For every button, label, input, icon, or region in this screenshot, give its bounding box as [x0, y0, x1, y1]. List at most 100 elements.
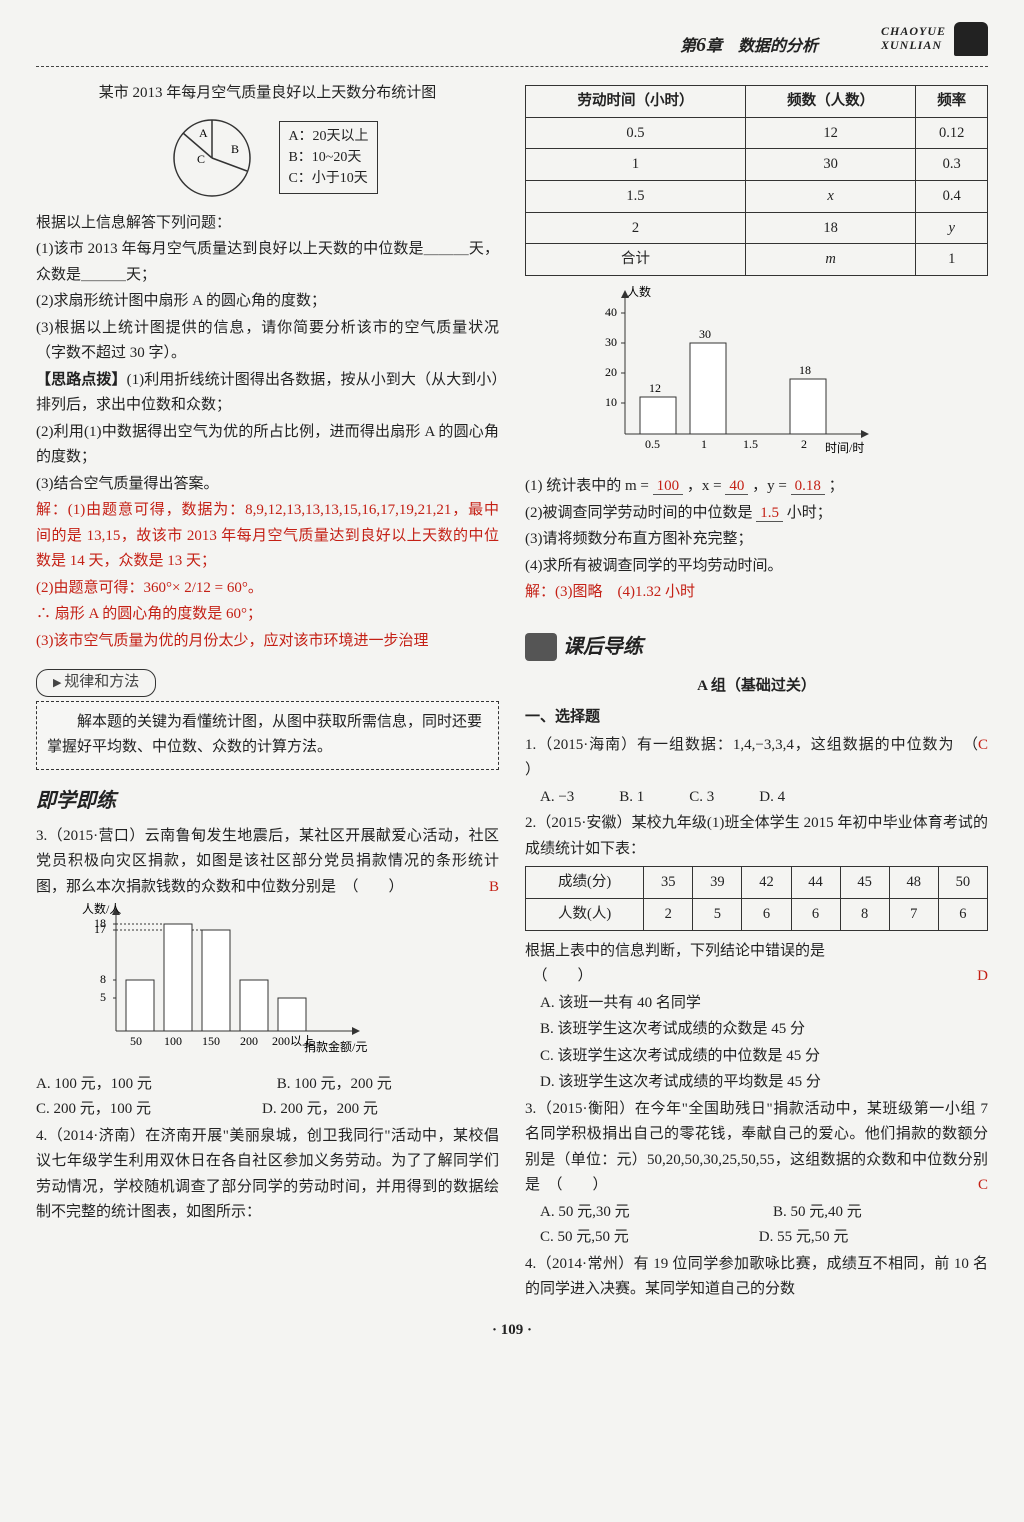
- r1-mid1: ，x =: [687, 478, 722, 494]
- kehoudaolian-title: 课后导练: [563, 630, 643, 664]
- r1-end: ；: [829, 478, 844, 494]
- q3-options: A. 100 元，100 元 B. 100 元，200 元 C. 200 元，1…: [36, 1072, 499, 1123]
- p3-opt-a: A. 50 元,30 元: [540, 1200, 755, 1226]
- r4: (4)求所有被调查同学的平均劳动时间。: [525, 554, 988, 580]
- page-number: · 109 ·: [36, 1318, 988, 1344]
- table-row: 1.5x0.4: [526, 180, 988, 212]
- svg-text:0.5: 0.5: [645, 437, 660, 451]
- svg-text:100: 100: [164, 1034, 182, 1048]
- legend-c: C：小于10天: [288, 168, 368, 189]
- sol1: 解：(1)由题意可得，数据为：8,9,12,13,13,13,15,16,17,…: [36, 498, 499, 575]
- q3-item: 3.（2015·营口）云南鲁甸发生地震后，某社区开展献爱心活动，社区党员积极向灾…: [36, 824, 499, 901]
- q3-answer: B: [489, 875, 499, 901]
- svg-text:18: 18: [799, 363, 811, 377]
- r1-m: 100: [653, 478, 684, 495]
- p2-opt-a: A. 该班一共有 40 名同学: [525, 991, 988, 1017]
- bar-chart-labor: 人数 时间/时 10 20 30 40 12 30 18 0.5 1 1.5 2: [585, 284, 895, 464]
- svg-text:10: 10: [605, 395, 617, 409]
- svg-text:5: 5: [100, 990, 106, 1004]
- p1: 1.（2015·海南）有一组数据：1,4,−3,3,4，这组数据的中位数为 （ …: [525, 733, 988, 784]
- table-row: 218y: [526, 212, 988, 244]
- hint3: (3)结合空气质量得出答案。: [36, 472, 499, 498]
- p2-opt-b: B. 该班学生这次考试成绩的众数是 45 分: [525, 1017, 988, 1043]
- q2: (2)求扇形统计图中扇形 A 的圆心角的度数；: [36, 289, 499, 315]
- q3-opt-d: D. 200 元，200 元: [262, 1097, 484, 1123]
- q1: (1)该市 2013 年每月空气质量达到良好以上天数的中位数是＿＿＿天，众数是＿…: [36, 237, 499, 288]
- pie-label-c: C: [197, 152, 205, 166]
- r2-end: 小时；: [787, 505, 832, 521]
- q4-item: 4.（2014·济南）在济南开展"美丽泉城，创卫我同行"活动中，某校倡议七年级学…: [36, 1124, 499, 1226]
- q3-text: 3.（2015·营口）云南鲁甸发生地震后，某社区开展献爱心活动，社区党员积极向灾…: [36, 828, 499, 895]
- p2q-text: 根据上表中的信息判断，下列结论中错误的是: [525, 943, 825, 959]
- pie-legend: A：20天以上 B：10~20天 C：小于10天: [279, 121, 377, 194]
- sol2b: ∴ 扇形 A 的圆心角的度数是 60°；: [36, 602, 499, 628]
- th1: 劳动时间（小时）: [526, 86, 746, 118]
- p3-opt-b: B. 50 元,40 元: [773, 1200, 988, 1226]
- table-row: 合计m1: [526, 244, 988, 276]
- svg-text:20: 20: [605, 365, 617, 379]
- fist-icon: [954, 22, 988, 56]
- r2-pre: (2)被调查同学劳动时间的中位数是: [525, 505, 753, 521]
- pie-label-a: A: [199, 126, 208, 140]
- q3-opt-a: A. 100 元，100 元: [36, 1072, 258, 1098]
- table-row: 劳动时间（小时） 频数（人数） 频率: [526, 86, 988, 118]
- hint2: (2)利用(1)中数据得出空气为优的所占比例，进而得出扇形 A 的圆心角的度数；: [36, 420, 499, 471]
- svg-text:8: 8: [100, 972, 106, 986]
- jixuejilian-title: 即学即练: [36, 784, 499, 818]
- lead-text: 根据以上信息解答下列问题：: [36, 211, 499, 237]
- brand: CHAOYUE XUNLIAN: [881, 24, 946, 53]
- pie-chart-title: 某市 2013 年每月空气质量良好以上天数分布统计图: [36, 81, 499, 107]
- svg-text:40: 40: [605, 305, 617, 319]
- book-icon: [525, 633, 557, 661]
- pie-chart-wrap: A B C A：20天以上 B：10~20天 C：小于10天: [36, 113, 499, 203]
- rsol: 解：(3)图略 (4)1.32 小时: [525, 580, 988, 606]
- sol2: (2)由题意可得：360°× 2/12 = 60°。: [36, 576, 499, 602]
- brand-bottom: XUNLIAN: [881, 38, 946, 52]
- brand-top: CHAOYUE: [881, 24, 946, 38]
- rule-box: 解本题的关键为看懂统计图，从图中获取所需信息，同时还要掌握好平均数、中位数、众数…: [36, 701, 499, 770]
- p1-ans: C: [978, 733, 988, 759]
- chapter-suffix: 章 数据的分析: [706, 38, 818, 55]
- score-table: 成绩(分) 35 39 42 44 45 48 50 人数(人) 2 5 6 6…: [525, 866, 988, 930]
- p2-opt-c: C. 该班学生这次考试成绩的中位数是 45 分: [525, 1044, 988, 1070]
- right-column: 劳动时间（小时） 频数（人数） 频率 0.5120.12 1300.3 1.5x…: [525, 81, 988, 1304]
- content-columns: 某市 2013 年每月空气质量良好以上天数分布统计图 A B C A：20天以上…: [36, 81, 988, 1304]
- kehoudaolian-head: 课后导练: [525, 630, 988, 664]
- p2-opt-d: D. 该班学生这次考试成绩的平均数是 45 分: [525, 1070, 988, 1096]
- legend-b: B：10~20天: [288, 147, 368, 168]
- hint-label: 【思路点拨】: [36, 372, 127, 388]
- svg-text:人数: 人数: [627, 284, 651, 299]
- svg-text:150: 150: [202, 1034, 220, 1048]
- sol3: (3)该市空气质量为优的月份太少，应对该市环境进一步治理: [36, 629, 499, 655]
- page-header: 第6章 数据的分析 CHAOYUE XUNLIAN: [36, 24, 988, 58]
- svg-text:50: 50: [130, 1034, 142, 1048]
- q3-opt-c: C. 200 元，100 元: [36, 1097, 258, 1123]
- header-divider: [36, 66, 988, 67]
- left-column: 某市 2013 年每月空气质量良好以上天数分布统计图 A B C A：20天以上…: [36, 81, 499, 1304]
- r1-mid2: ，y =: [752, 478, 787, 494]
- hint-block: 【思路点拨】(1)利用折线统计图得出各数据，按从小到大（从大到小）排列后，求出中…: [36, 368, 499, 419]
- bar-chart-donation: 人数/人 捐款金额/元 5 8 17 18 50 100 150 200 200…: [76, 901, 376, 1061]
- p3-opt-d: D. 55 元,50 元: [759, 1225, 974, 1251]
- p2: 2.（2015·安徽）某校九年级(1)班全体学生 2015 年初中毕业体育考试的…: [525, 811, 988, 862]
- r1-y: 0.18: [791, 478, 825, 495]
- rule-heading: 规律和方法: [36, 669, 156, 697]
- p3-opt-c: C. 50 元,50 元: [540, 1225, 755, 1251]
- p3-text: 3.（2015·衡阳）在今年"全国助残日"捐款活动中，某班级第一小组 7 名同学…: [525, 1101, 988, 1194]
- pie-chart: A B C: [157, 113, 267, 203]
- svg-text:200: 200: [240, 1034, 258, 1048]
- p2-ans: D: [977, 964, 988, 990]
- q3-opt-b: B. 100 元，200 元: [277, 1072, 499, 1098]
- svg-text:18: 18: [94, 916, 106, 930]
- chapter-label: 第6章 数据的分析: [680, 28, 818, 62]
- svg-text:1.5: 1.5: [743, 437, 758, 451]
- th3: 频率: [916, 86, 988, 118]
- table-row: 成绩(分) 35 39 42 44 45 48 50: [526, 867, 988, 899]
- p4: 4.（2014·常州）有 19 位同学参加歌咏比赛，成绩互不相同，前 10 名的…: [525, 1252, 988, 1303]
- group-a-title: A 组（基础过关）: [525, 674, 988, 700]
- svg-text:30: 30: [605, 335, 617, 349]
- svg-text:时间/时: 时间/时: [825, 441, 864, 455]
- svg-text:2: 2: [801, 437, 807, 451]
- chapter-prefix: 第: [680, 38, 696, 55]
- r2: (2)被调查同学劳动时间的中位数是 1.5 小时；: [525, 501, 988, 527]
